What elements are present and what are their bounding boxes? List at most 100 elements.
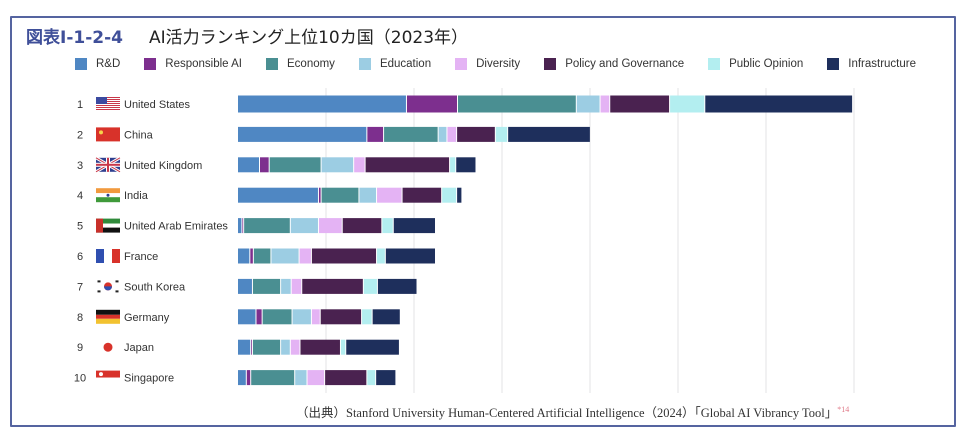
- footnote-ref: *14: [837, 404, 850, 414]
- us-flag-icon: [96, 97, 120, 110]
- bar-segment: [442, 187, 457, 203]
- legend-swatch: [708, 58, 721, 70]
- bar-segment: [670, 95, 705, 113]
- legend-swatch: [358, 58, 371, 70]
- country-label: Japan: [124, 342, 154, 354]
- rank-label: 6: [77, 251, 83, 263]
- bar-segment: [363, 278, 377, 294]
- bar-segment: [367, 370, 376, 386]
- legend-item: Diversity: [455, 58, 520, 70]
- bar-segment: [376, 370, 396, 386]
- country-label: Singapore: [124, 373, 174, 385]
- legend-label: Policy and Governance: [565, 58, 685, 70]
- rank-label: 7: [77, 281, 83, 293]
- rank-label: 2: [77, 129, 83, 141]
- bar-segment: [295, 370, 307, 386]
- legend-label: Public Opinion: [729, 58, 804, 70]
- bar-segment: [238, 339, 251, 355]
- bar-segment: [281, 339, 290, 355]
- bar-segment: [362, 309, 372, 325]
- legend-item: Responsible AI: [144, 58, 242, 70]
- bar-segment: [238, 370, 246, 386]
- bar-segment: [251, 339, 252, 355]
- bar-segment: [238, 95, 406, 113]
- bar-segment: [238, 278, 252, 294]
- bar-segment: [307, 370, 325, 386]
- legend-item: R&D: [75, 58, 120, 70]
- bar-segment: [438, 126, 447, 142]
- figure-number: 図表Ⅰ-1-2-4: [26, 28, 123, 48]
- bar-segment: [340, 339, 346, 355]
- bar-segment: [238, 157, 259, 173]
- bar-segment: [456, 157, 476, 173]
- country-label: South Korea: [124, 281, 186, 293]
- legend: R&D Responsible AI Economy Education Diversi…: [75, 58, 940, 70]
- bar-segment: [393, 218, 435, 234]
- bar-segment: [354, 157, 365, 173]
- legend-swatch: [455, 58, 468, 70]
- bar-segment: [260, 157, 269, 173]
- legend-swatch: [827, 58, 840, 70]
- legend-swatch: [266, 58, 278, 70]
- bar-segment: [600, 95, 610, 113]
- legend-item: Public Opinion: [708, 58, 803, 70]
- legend-item: Policy and Governance: [544, 58, 684, 70]
- bar-segment: [238, 248, 250, 264]
- bar-segment: [238, 218, 242, 234]
- country-label: United Kingdom: [124, 160, 202, 172]
- legend-label: Infrastructure: [848, 58, 916, 70]
- bar-segment: [311, 309, 320, 325]
- india-flag-icon: [96, 188, 120, 203]
- germany-flag-icon: [96, 309, 120, 324]
- uk-flag-icon: [95, 156, 121, 174]
- legend-item: Economy: [266, 58, 335, 70]
- bar-segment: [342, 218, 382, 234]
- bar-segment: [384, 126, 438, 142]
- japan-flag-icon: [103, 342, 113, 352]
- rank-label: 1: [77, 99, 83, 111]
- rank-label: 10: [74, 373, 86, 385]
- legend-label: Education: [379, 58, 432, 70]
- figure-frame: [10, 16, 956, 427]
- bar-segment: [250, 248, 253, 264]
- south-korea-flag-icon: [97, 280, 119, 293]
- legend-item: Infrastructure: [827, 58, 916, 70]
- country-label: United Arab Emirates: [124, 221, 228, 233]
- bar-segment: [290, 218, 318, 234]
- country-label: India: [124, 190, 149, 202]
- bar-segment: [318, 218, 342, 234]
- legend-label: R&D: [96, 58, 121, 70]
- bar-segment: [238, 126, 367, 142]
- country-label: France: [124, 251, 158, 263]
- bar-segment: [402, 187, 442, 203]
- source-note: （出典）Stanford University Human-Centered A…: [296, 402, 849, 421]
- bar-segment: [253, 248, 271, 264]
- bar-segment: [385, 248, 435, 264]
- bar-segment: [365, 157, 450, 173]
- rank-label: 4: [77, 190, 83, 202]
- country-label: China: [124, 129, 154, 141]
- legend-item: Education: [358, 58, 432, 70]
- bar-segment: [705, 95, 853, 113]
- bar-segment: [377, 278, 417, 294]
- rank-label: 9: [77, 342, 83, 354]
- bar-segment: [290, 339, 300, 355]
- bar-segment: [252, 278, 281, 294]
- bar-segment: [457, 126, 495, 142]
- bar-segment: [238, 187, 318, 203]
- bar-segment: [242, 218, 244, 234]
- bar-segment: [269, 157, 321, 173]
- bar-segment: [508, 126, 590, 142]
- legend-label: Diversity: [476, 58, 521, 70]
- legend-label: Economy: [287, 58, 335, 70]
- bar-segment: [450, 157, 456, 173]
- france-flag-icon: [96, 249, 120, 263]
- bar-segment: [457, 187, 462, 203]
- bar-segment: [256, 309, 262, 325]
- country-label: United States: [124, 99, 191, 111]
- bar-segment: [291, 278, 302, 294]
- bar-segment: [576, 95, 600, 113]
- bar-segment: [495, 126, 508, 142]
- country-label: Germany: [124, 312, 170, 324]
